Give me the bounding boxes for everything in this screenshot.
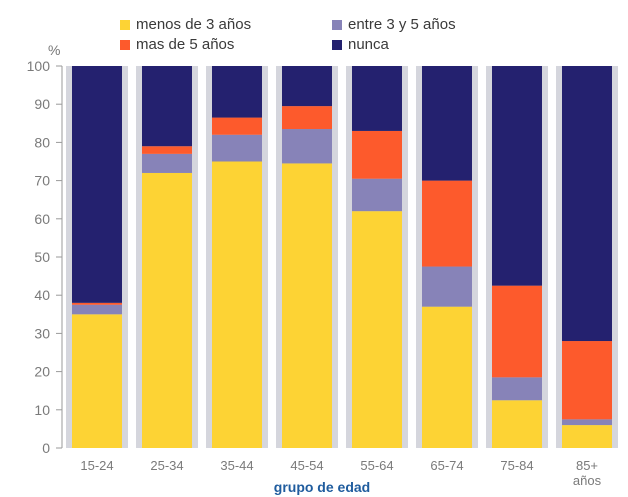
x-tick-label: 35-44 bbox=[220, 458, 253, 473]
legend-item-entre-3-y-5-anos: entre 3 y 5 años bbox=[332, 16, 456, 33]
y-tick-label: 20 bbox=[34, 364, 50, 380]
legend-label: entre 3 y 5 años bbox=[348, 16, 456, 33]
y-unit-label: % bbox=[48, 42, 61, 58]
bar-segment-nunca bbox=[422, 66, 472, 181]
bar-segment-entre-3-y-5-años bbox=[142, 153, 192, 173]
bar-segment-mas-de-5-años bbox=[72, 302, 122, 305]
bar-segment-mas-de-5-años bbox=[422, 180, 472, 267]
y-tick-label: 80 bbox=[34, 134, 50, 150]
legend-swatch bbox=[332, 39, 342, 50]
legend-item-menos-de-3-anos: menos de 3 años bbox=[120, 16, 251, 33]
x-tick-label: 55-64 bbox=[360, 458, 393, 473]
y-tick-label: 50 bbox=[34, 249, 50, 265]
legend-label: menos de 3 años bbox=[136, 16, 252, 33]
legend-swatch bbox=[332, 19, 342, 30]
legend-label: nunca bbox=[348, 36, 389, 53]
y-tick-label: 70 bbox=[34, 173, 50, 189]
legend-item-mas-de-5-anos: mas de 5 años bbox=[120, 36, 234, 53]
bar-segment-entre-3-y-5-años bbox=[282, 129, 332, 164]
bar-segment-entre-3-y-5-años bbox=[352, 178, 402, 212]
legend-swatch bbox=[120, 39, 130, 50]
bar-segment-menos-de-3-años bbox=[142, 172, 192, 448]
y-tick-label: 90 bbox=[34, 96, 50, 112]
legend: menos de 3 años entre 3 y 5 años mas de … bbox=[0, 0, 628, 60]
bar-segment-nunca bbox=[282, 66, 332, 107]
bar-segment-nunca bbox=[352, 66, 402, 131]
bar-segment-menos-de-3-años bbox=[72, 314, 122, 448]
bar-segment-nunca bbox=[212, 66, 262, 118]
x-tick-label: 25-34 bbox=[150, 458, 183, 473]
bar-segment-menos-de-3-años bbox=[562, 425, 612, 448]
x-tick-label: 45-54 bbox=[290, 458, 323, 473]
x-tick-label: 75-84 bbox=[500, 458, 533, 473]
x-tick-label: 85+ años bbox=[573, 458, 602, 488]
bar-segment-mas-de-5-años bbox=[282, 106, 332, 130]
bar-segment-menos-de-3-años bbox=[492, 400, 542, 448]
bar-segment-mas-de-5-años bbox=[212, 117, 262, 135]
y-tick-label: 60 bbox=[34, 211, 50, 227]
y-tick-label: 0 bbox=[42, 440, 50, 456]
bar-segment-nunca bbox=[142, 66, 192, 147]
bar-segment-entre-3-y-5-años bbox=[212, 134, 262, 162]
y-tick-label: 30 bbox=[34, 325, 50, 341]
legend-swatch bbox=[120, 19, 130, 30]
bar-segment-entre-3-y-5-años bbox=[72, 304, 122, 315]
x-axis-title: grupo de edad bbox=[274, 479, 370, 495]
bar-segment-nunca bbox=[492, 66, 542, 286]
bar-segment-mas-de-5-años bbox=[492, 285, 542, 378]
y-tick-label: 40 bbox=[34, 287, 50, 303]
legend-item-nunca: nunca bbox=[332, 36, 389, 53]
bar-segment-mas-de-5-años bbox=[142, 146, 192, 154]
y-tick-label: 100 bbox=[27, 58, 51, 74]
x-tick-label: 65-74 bbox=[430, 458, 463, 473]
bar-segment-entre-3-y-5-años bbox=[562, 419, 612, 426]
bar-segment-menos-de-3-años bbox=[212, 161, 262, 448]
bar-segment-menos-de-3-años bbox=[422, 306, 472, 448]
x-tick-label: 15-24 bbox=[80, 458, 113, 473]
bar-segment-mas-de-5-años bbox=[352, 130, 402, 179]
bar-segment-nunca bbox=[72, 66, 122, 303]
bar-segment-menos-de-3-años bbox=[282, 163, 332, 448]
bar-segment-menos-de-3-años bbox=[352, 211, 402, 448]
legend-label: mas de 5 años bbox=[136, 36, 235, 53]
bar-segment-entre-3-y-5-años bbox=[492, 377, 542, 401]
bar-segment-entre-3-y-5-años bbox=[422, 266, 472, 307]
y-tick-label: 10 bbox=[34, 402, 50, 418]
bar-segment-nunca bbox=[562, 66, 612, 342]
bar-segment-mas-de-5-años bbox=[562, 341, 612, 420]
